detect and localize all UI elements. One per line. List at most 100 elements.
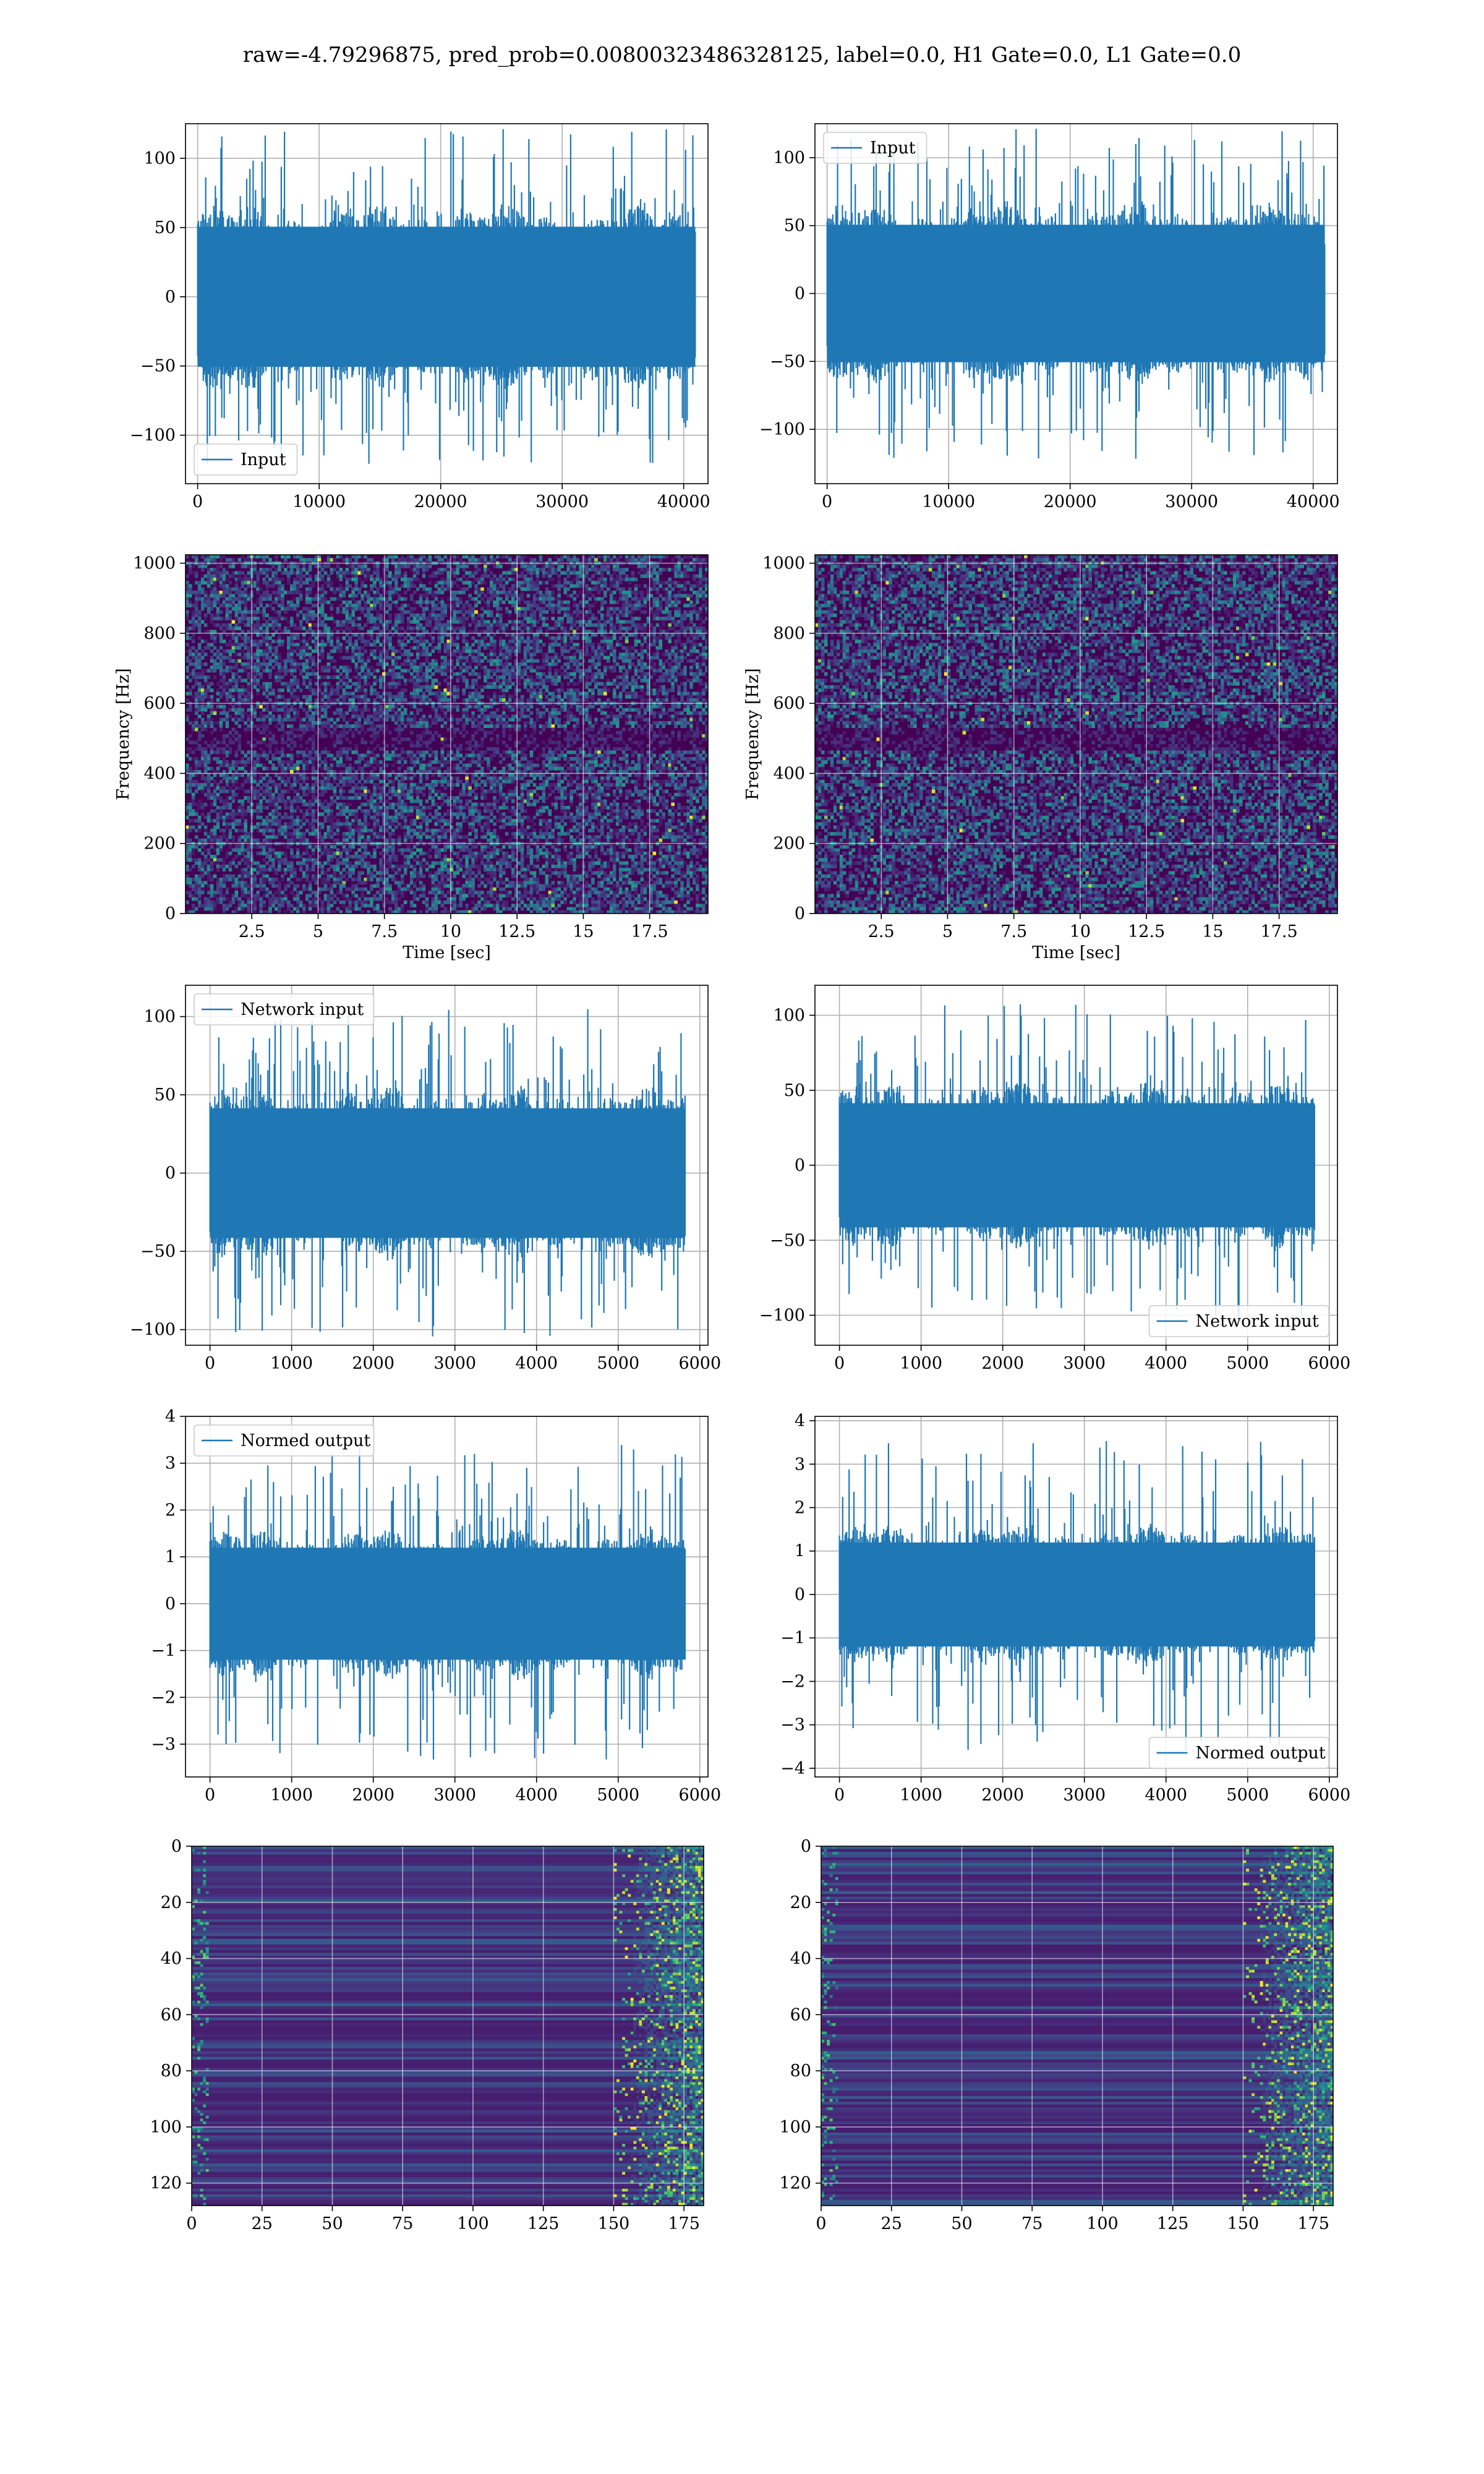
heatmap-cell: [373, 760, 377, 764]
heatmap-cell: [317, 607, 322, 611]
heatmap-cell: [216, 649, 220, 653]
heatmap-cell: [213, 756, 217, 761]
heatmap-cell: [278, 861, 281, 865]
heatmap-cell: [308, 627, 312, 630]
heatmap-cell: [219, 828, 223, 833]
heatmap-cell: [412, 828, 417, 833]
heatmap-cell: [253, 904, 257, 908]
heatmap-cell: [382, 717, 386, 722]
heatmap-cell: [370, 584, 373, 588]
heatmap-cell: [278, 897, 281, 901]
heatmap-cell: [326, 698, 331, 702]
heatmap-cell: [247, 740, 250, 745]
heatmap-cell: [314, 891, 318, 894]
heatmap-cell: [222, 786, 226, 790]
heatmap-cell: [351, 620, 355, 624]
heatmap-cell: [259, 685, 263, 689]
heatmap-cell: [400, 894, 404, 898]
heatmap-cell: [234, 812, 239, 816]
heatmap-cell: [370, 649, 373, 653]
heatmap-cell: [339, 851, 343, 855]
heatmap-cell: [388, 891, 392, 894]
heatmap-cell: [376, 636, 380, 640]
heatmap-cell: [373, 643, 377, 647]
heatmap-cell: [398, 691, 401, 696]
heatmap-cell: [241, 555, 245, 559]
heatmap-cell: [342, 763, 346, 768]
heatmap-cell: [391, 838, 395, 842]
heatmap-cell: [376, 812, 380, 816]
heatmap-cell: [253, 894, 257, 898]
heatmap-cell: [222, 832, 226, 836]
heatmap-cell: [409, 620, 414, 624]
heatmap-cell: [379, 600, 383, 604]
heatmap-cell: [330, 636, 334, 640]
heatmap-cell: [191, 779, 195, 784]
heatmap-cell: [278, 656, 281, 660]
heatmap-cell: [256, 581, 260, 585]
heatmap-cell: [287, 698, 291, 702]
heatmap-cell: [247, 597, 250, 601]
heatmap-cell: [403, 564, 407, 568]
heatmap-cell: [194, 878, 198, 881]
heatmap-cell: [262, 653, 266, 657]
heatmap-cell: [216, 884, 220, 888]
heatmap-cell: [391, 897, 395, 901]
heatmap-cell: [225, 649, 229, 653]
heatmap-cell: [305, 763, 309, 768]
heatmap-cell: [379, 607, 383, 611]
heatmap-cell: [348, 740, 352, 745]
heatmap-cell: [281, 900, 284, 904]
heatmap-cell: [376, 678, 380, 683]
heatmap-cell: [367, 669, 370, 673]
heatmap-cell: [367, 600, 370, 604]
heatmap-cell: [265, 878, 269, 881]
heatmap-cell: [403, 577, 407, 581]
heatmap-cell: [216, 806, 220, 810]
heatmap-cell: [189, 756, 192, 761]
heatmap-cell: [342, 874, 346, 878]
heatmap-cell: [382, 581, 386, 585]
heatmap-cell: [357, 646, 361, 650]
heatmap-cell: [394, 649, 398, 653]
heatmap-cell: [357, 730, 361, 735]
heatmap-cell: [388, 604, 392, 607]
heatmap-cell: [299, 646, 303, 650]
heatmap-cell: [191, 646, 195, 650]
heatmap-cell: [345, 825, 349, 829]
heatmap-cell: [197, 591, 202, 594]
heatmap-cell: [302, 910, 306, 914]
heatmap-cell: [228, 796, 232, 800]
heatmap-cell: [271, 584, 275, 588]
heatmap-cell: [412, 721, 417, 725]
heatmap-cell: [194, 727, 198, 732]
heatmap-cell: [296, 581, 300, 585]
heatmap-cell: [370, 691, 373, 696]
heatmap-cell: [394, 721, 398, 725]
heatmap-cell: [345, 587, 349, 591]
heatmap-cell: [364, 904, 367, 908]
heatmap-cell: [207, 577, 211, 581]
heatmap-cell: [275, 597, 278, 601]
heatmap-cell: [200, 717, 205, 722]
heatmap-cell: [348, 607, 352, 611]
heatmap-cell: [296, 773, 300, 777]
heatmap-cell: [354, 714, 358, 719]
heatmap-cell: [409, 636, 414, 640]
heatmap-cell: [197, 620, 202, 624]
heatmap-cell: [271, 884, 275, 888]
heatmap-cell: [403, 756, 407, 761]
heatmap-cell: [265, 753, 269, 758]
heatmap-cell: [207, 874, 211, 878]
heatmap-cell: [262, 581, 266, 585]
heatmap-cell: [305, 711, 309, 715]
heatmap-cell: [244, 594, 247, 598]
heatmap-cell: [403, 610, 407, 614]
heatmap-cell: [290, 766, 294, 771]
heatmap-cell: [406, 789, 411, 794]
heatmap-cell: [367, 666, 370, 670]
heatmap-cell: [339, 604, 343, 607]
heatmap-cell: [388, 591, 392, 594]
heatmap-cell: [400, 607, 404, 611]
heatmap-cell: [268, 711, 272, 715]
